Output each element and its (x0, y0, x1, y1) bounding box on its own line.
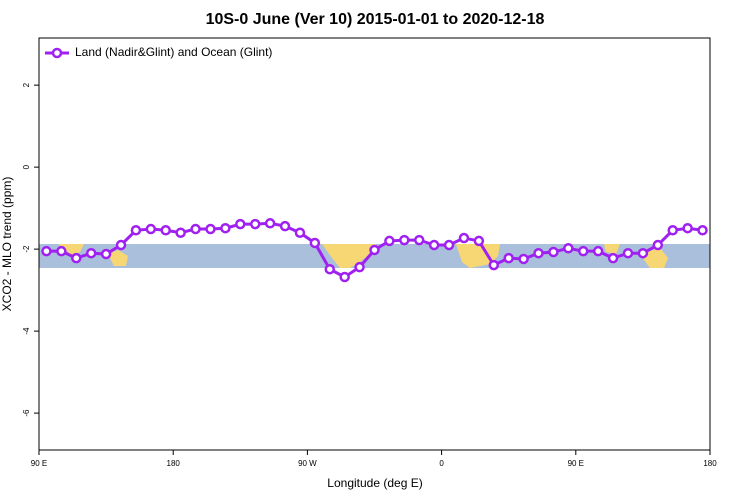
data-point (637, 247, 649, 259)
data-point (279, 220, 291, 232)
data-point (71, 252, 82, 264)
plot-frame (38, 37, 711, 451)
data-point (324, 263, 336, 275)
legend-label: Land (Nadir&Glint) and Ocean (Glint) (75, 45, 272, 59)
data-point (578, 245, 589, 257)
land (322, 244, 376, 268)
data-point (190, 223, 201, 235)
x-tick-label: 0 (439, 459, 444, 468)
data-point (249, 218, 261, 230)
data-point (309, 237, 321, 249)
data-point (592, 245, 604, 257)
data-point (294, 227, 306, 238)
land (456, 244, 500, 268)
data-point (175, 227, 186, 238)
data-point (652, 239, 664, 251)
y-tick-label: 0 (22, 164, 31, 169)
data-point (235, 218, 246, 230)
x-tick-label: 90 E (31, 459, 47, 468)
chart-title: 10S-0 June (Ver 10) 2015-01-01 to 2020-1… (206, 11, 545, 28)
x-tick-label: 90 W (298, 459, 317, 468)
data-point (473, 235, 485, 247)
land (644, 248, 668, 268)
data-point (413, 234, 425, 246)
data-point (369, 244, 380, 256)
data-point (145, 223, 157, 235)
data-point (518, 253, 529, 265)
data-point (533, 247, 544, 259)
data-point (220, 222, 231, 234)
y-tick-label: 2 (22, 82, 31, 87)
data-point (682, 222, 693, 234)
land (604, 244, 620, 254)
data-point (41, 245, 52, 257)
y-tick-label: -4 (22, 327, 31, 335)
data-point (458, 232, 470, 244)
data-point (56, 245, 67, 257)
data-point (667, 225, 678, 236)
data-point (607, 252, 619, 264)
legend-marker (51, 47, 63, 59)
data-point (563, 243, 574, 254)
x-tick-label: 180 (167, 459, 181, 468)
y-axis-label: XCO2 - MLO trend (ppm) (0, 177, 14, 312)
data-point (339, 271, 350, 283)
data-point (160, 225, 171, 236)
data-point (115, 239, 127, 251)
y-tick-label: -6 (22, 409, 31, 417)
data-point (264, 218, 276, 229)
data-point (697, 225, 708, 236)
data-point (428, 239, 440, 251)
x-axis-label: Longitude (deg E) (327, 476, 422, 490)
data-point (354, 261, 365, 273)
data-point (205, 223, 216, 235)
data-point (488, 259, 500, 271)
data-point (548, 246, 559, 258)
x-tick-label: 180 (703, 459, 717, 468)
y-tick-label: -2 (22, 245, 31, 253)
data-point (100, 248, 112, 260)
data-point (130, 225, 142, 236)
data-point (85, 247, 97, 259)
data-point (622, 247, 634, 259)
data-point (443, 239, 455, 251)
x-tick-label: 90 E (568, 459, 584, 468)
data-point (503, 252, 514, 264)
land (108, 250, 128, 266)
data-point (384, 235, 395, 247)
data-point (399, 234, 410, 246)
